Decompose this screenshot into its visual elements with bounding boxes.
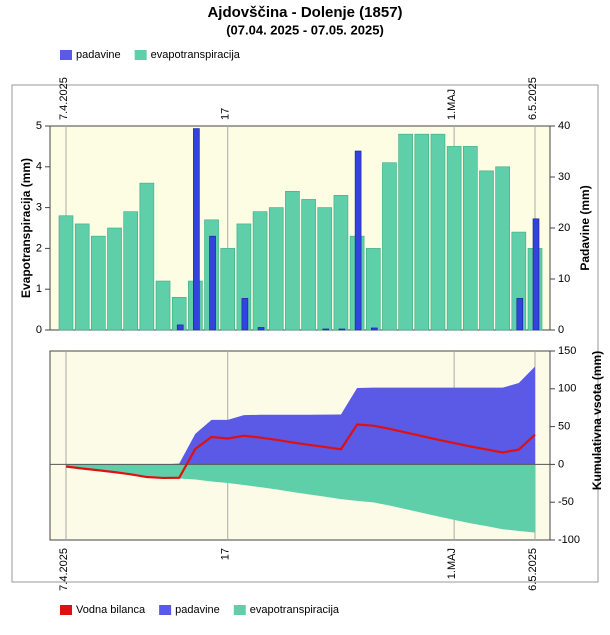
bar	[479, 170, 494, 331]
chart-subtitle: (07.04. 2025 - 07.05. 2025)	[226, 22, 384, 37]
bar	[317, 207, 333, 331]
x-tick-label: 7.4.2025	[58, 77, 70, 120]
legend-label: Vodna bilanca	[76, 604, 146, 616]
y-tick-label: 50	[558, 421, 570, 433]
x-tick-label: 6.5.2025	[527, 77, 539, 120]
bar	[414, 133, 430, 331]
x-tick-label: 17	[220, 548, 232, 560]
bar	[257, 327, 265, 331]
bar	[58, 215, 74, 331]
y-tick-label: 0	[36, 324, 42, 336]
legend-swatch	[60, 605, 72, 615]
legend-swatch	[60, 50, 72, 60]
bar	[176, 324, 184, 331]
y-tick-label: 2	[36, 242, 42, 254]
bar	[338, 328, 346, 331]
y-tick-label: 0	[558, 324, 564, 336]
bar	[370, 327, 378, 331]
legend-label: padavine	[76, 49, 121, 61]
x-tick-label: 1.MAJ	[446, 89, 458, 120]
bar	[123, 211, 138, 331]
bar	[463, 146, 478, 331]
bar	[209, 235, 216, 331]
legend-swatch	[134, 50, 147, 60]
bar	[532, 218, 540, 331]
y-tick-label: 30	[558, 171, 570, 183]
legend-label: padavine	[175, 604, 220, 616]
bar	[155, 280, 171, 331]
bar	[285, 190, 300, 331]
y-tick-label: 3	[36, 202, 42, 214]
x-tick-label: 17	[220, 108, 232, 120]
bar	[193, 128, 200, 331]
legend-swatch	[159, 605, 172, 615]
bar	[382, 162, 397, 331]
y-tick-label: 10	[558, 273, 570, 285]
y-tick-label: 40	[558, 120, 570, 132]
bar	[365, 248, 381, 331]
y-tick-label: 1	[36, 283, 42, 295]
bar	[220, 248, 236, 331]
area	[66, 366, 535, 465]
bar	[301, 199, 316, 331]
line	[65, 423, 536, 480]
chart-title: Ajdovščina - Dolenje (1857)	[207, 4, 402, 21]
frame	[11, 84, 599, 583]
y-tick-label: -100	[558, 534, 580, 546]
y-tick-label: 4	[36, 161, 42, 173]
bar	[333, 195, 349, 331]
bar	[91, 235, 106, 331]
y-tick-label: 100	[558, 383, 576, 395]
bar	[516, 298, 524, 331]
y-tick-label: 150	[558, 345, 576, 357]
bar	[495, 166, 510, 331]
bar	[446, 146, 462, 331]
y-tick-label: 20	[558, 222, 570, 234]
y-axis-label: Evapotranspiracija (mm)	[19, 158, 33, 298]
bar	[354, 150, 362, 331]
area	[66, 464, 535, 533]
bar	[268, 207, 284, 331]
x-tick-label: 6.5.2025	[527, 548, 539, 591]
bar	[139, 182, 155, 331]
legend-swatch	[233, 605, 246, 615]
y-axis-label: Kumulativna vsota (mm)	[590, 351, 604, 490]
bar	[107, 227, 122, 331]
bar	[252, 211, 268, 331]
y2-axis-label: Padavine (mm)	[578, 185, 592, 270]
bar	[322, 328, 330, 331]
bar	[430, 133, 446, 331]
y-tick-label: -50	[558, 496, 574, 508]
legend-label: evapotranspiracija	[250, 604, 340, 616]
y-tick-label: 0	[558, 458, 564, 470]
bar	[241, 298, 249, 331]
legend-label: evapotranspiracija	[151, 49, 241, 61]
x-tick-label: 1.MAJ	[446, 548, 458, 579]
x-tick-label: 7.4.2025	[58, 548, 70, 591]
y-tick-label: 5	[36, 120, 42, 132]
bar	[398, 133, 413, 331]
bar	[74, 223, 90, 331]
